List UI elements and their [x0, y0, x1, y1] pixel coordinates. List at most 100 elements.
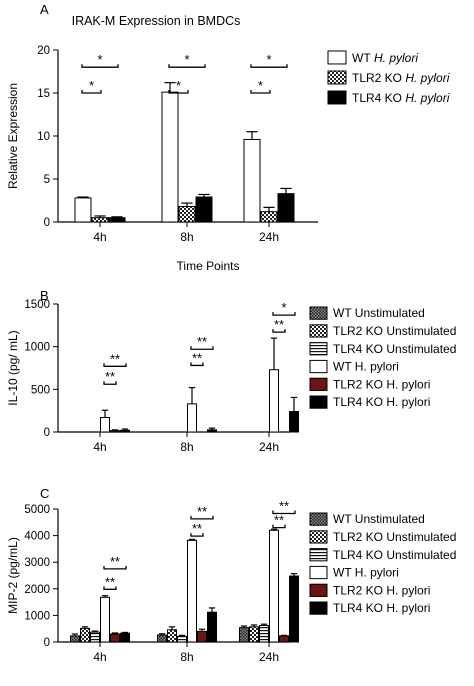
bar	[249, 626, 259, 643]
x-tick-label: 24h	[259, 440, 279, 454]
bar	[207, 611, 217, 643]
significance-label: **	[274, 317, 284, 332]
significance-label: *	[281, 300, 286, 315]
y-tick-label: 500	[31, 384, 50, 396]
significance-bracket	[103, 586, 117, 590]
significance-bracket	[190, 362, 204, 367]
y-tick-label: 0	[44, 217, 50, 229]
significance-label: **	[192, 350, 202, 365]
legend-swatch	[309, 324, 328, 338]
legend-entry: TLR2 KO Unstimulated	[333, 324, 456, 338]
bar	[269, 529, 279, 643]
panel-label: C	[40, 486, 49, 501]
x-tick-label: 8h	[180, 650, 193, 664]
legend-name: TLR2 KO H. pylori	[333, 377, 430, 391]
bar	[279, 635, 289, 643]
x-tick-label: 4h	[93, 440, 106, 454]
y-tick-label: 2000	[24, 584, 50, 596]
bar	[120, 632, 130, 643]
bar	[110, 633, 120, 643]
y-tick-label: 1000	[24, 342, 50, 354]
bar	[177, 635, 187, 643]
panel-label: B	[40, 288, 49, 303]
bar	[100, 416, 110, 433]
bar	[110, 430, 120, 433]
y-tick-label: 0	[44, 637, 50, 649]
legend-name: WT Unstimulated	[333, 306, 425, 320]
legend-swatch	[309, 359, 328, 374]
bar	[108, 217, 126, 223]
significance-label: **	[105, 369, 115, 384]
y-tick-label: 4000	[24, 531, 50, 543]
legend-name: TLR2 KO H. pylori	[333, 583, 430, 597]
legend-swatch	[309, 548, 328, 562]
significance-bracket	[272, 329, 286, 333]
legend-swatch	[327, 70, 347, 85]
x-axis-label: Time Points	[177, 259, 240, 273]
significance-label: **	[274, 513, 284, 528]
y-tick-label: 10	[37, 131, 50, 143]
legend-entry: WT H. pylori	[333, 360, 399, 374]
bar	[260, 211, 278, 223]
significance-bracket	[190, 515, 214, 520]
chart-title: IRAK-M Expression in BMDCs	[72, 14, 241, 28]
significance-bracket	[272, 524, 286, 529]
significance-label: *	[266, 52, 271, 67]
legend-swatch	[327, 50, 347, 65]
legend-entry: TLR2 KO H. pylori	[333, 377, 430, 391]
legend-entry: WT Unstimulated	[333, 306, 425, 320]
significance-bracket	[81, 64, 119, 68]
y-axis-label: MIP-2 (pg/mL)	[6, 537, 20, 614]
bar	[197, 630, 207, 643]
significance-bracket	[190, 533, 204, 537]
significance-label: **	[110, 351, 120, 366]
legend-entry: TLR4 KO H. pylori	[333, 601, 430, 615]
legend-swatch	[309, 342, 328, 356]
significance-bracket	[250, 90, 271, 94]
significance-label: **	[110, 554, 120, 569]
significance-label: **	[197, 334, 207, 349]
bar	[289, 575, 299, 643]
legend-swatch	[309, 306, 328, 320]
bar	[120, 429, 130, 433]
bar	[259, 625, 269, 643]
bar	[80, 627, 90, 643]
legend-name: TLR4 KO H. pylori	[333, 395, 430, 409]
bar	[167, 629, 177, 643]
legend-swatch	[309, 395, 328, 409]
significance-bracket	[103, 565, 127, 570]
legend-entry: TLR4 KO H. pylori	[352, 91, 450, 105]
y-tick-label: 5	[44, 174, 50, 186]
legend-swatch	[309, 565, 328, 580]
legend-name: TLR2 KO Unstimulated	[333, 530, 456, 544]
legend-entry: TLR2 KO H. pylori	[352, 71, 450, 85]
significance-bracket	[81, 90, 102, 94]
legend-name-italic: H. pylori	[402, 91, 450, 105]
significance-label: *	[97, 52, 102, 67]
significance-bracket	[190, 346, 214, 350]
y-tick-label: 5000	[24, 504, 50, 516]
bar	[207, 429, 217, 433]
legend-swatch	[309, 530, 328, 544]
legend-entry: WT H. pylori	[333, 566, 399, 580]
y-axis-label: Relative Expression	[6, 83, 20, 189]
bar	[187, 539, 197, 643]
x-tick-label: 4h	[93, 650, 106, 664]
significance-label: *	[258, 78, 263, 93]
bar	[157, 634, 167, 643]
x-tick-label: 24h	[259, 230, 279, 244]
bar	[269, 369, 279, 433]
legend-entry: TLR4 KO Unstimulated	[333, 342, 456, 356]
legend-name: TLR2 KO Unstimulated	[333, 324, 456, 338]
legend-name: TLR4 KO	[352, 91, 402, 105]
significance-label: *	[89, 78, 94, 93]
legend-swatch	[309, 512, 328, 526]
bar	[70, 635, 80, 643]
panel-label: A	[40, 2, 49, 17]
legend-swatch	[327, 90, 347, 105]
bar	[277, 193, 295, 223]
y-tick-label: 1000	[24, 610, 50, 622]
legend-entry: WT Unstimulated	[333, 512, 425, 526]
y-tick-label: 1500	[24, 299, 50, 311]
